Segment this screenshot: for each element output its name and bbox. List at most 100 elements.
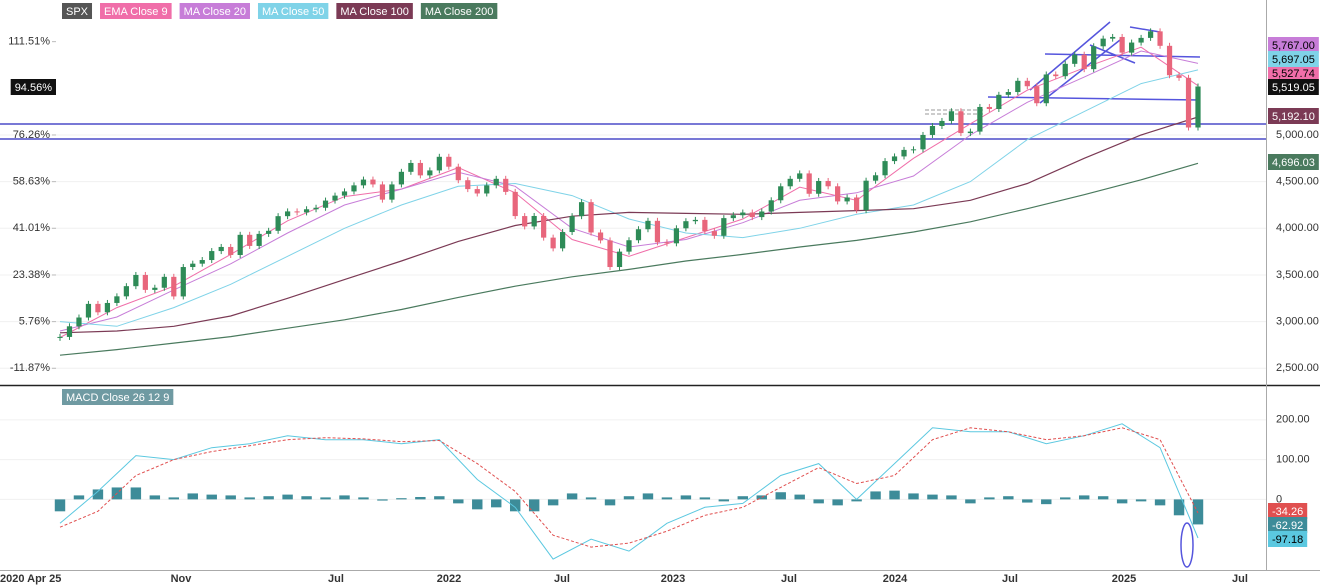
label-tag — [1268, 503, 1308, 519]
histogram-bar — [604, 499, 616, 506]
histogram-bar — [813, 499, 824, 504]
candle — [825, 180, 831, 187]
label-tag — [257, 3, 329, 19]
histogram-bar — [661, 497, 673, 500]
histogram-bar — [1135, 499, 1147, 502]
candle — [654, 220, 661, 243]
candle — [484, 185, 490, 194]
candle — [351, 185, 357, 192]
candle — [578, 202, 585, 217]
histogram-bar — [453, 499, 464, 504]
histogram-bar — [566, 493, 578, 500]
histogram-bar — [263, 496, 274, 500]
candle — [408, 162, 414, 172]
candle — [560, 232, 566, 249]
histogram-bar — [472, 499, 483, 510]
signal-line — [59, 427, 1199, 548]
candle — [493, 178, 499, 186]
candle — [569, 216, 575, 233]
histogram-bar — [1022, 499, 1033, 503]
label-tag — [100, 3, 172, 19]
candle — [645, 220, 651, 230]
candle — [673, 228, 680, 244]
x-tick-label: Jul — [554, 573, 570, 585]
candle — [152, 287, 158, 290]
candle — [597, 232, 604, 241]
candle — [313, 207, 319, 210]
candle — [967, 131, 974, 134]
y2-tick-label: 5.76% — [19, 316, 50, 328]
label-tag — [336, 3, 413, 19]
candle — [1024, 80, 1030, 87]
candle — [512, 191, 518, 217]
y2-tick-label: 41.01% — [13, 222, 51, 234]
candle — [247, 234, 253, 246]
plot — [54, 28, 1204, 560]
y2-tick-label: 23.38% — [13, 269, 51, 281]
label-text: 5,519.05 — [1272, 82, 1315, 94]
label-tag — [1268, 531, 1308, 547]
candle — [436, 156, 442, 171]
candle — [977, 106, 983, 132]
candle — [863, 180, 869, 211]
label-text: SPX — [66, 6, 89, 18]
histogram-bar — [320, 497, 331, 500]
histogram-bar — [870, 491, 881, 500]
candle — [1005, 92, 1011, 95]
candle — [256, 233, 262, 246]
label-tag — [1268, 37, 1319, 53]
candle — [218, 246, 224, 252]
y-tick-label: 4,500.00 — [1276, 176, 1319, 188]
histogram-bar — [699, 497, 711, 500]
x-tick-label: Nov — [171, 573, 193, 585]
label-tag — [1268, 108, 1319, 124]
candle — [1015, 80, 1021, 93]
candle — [835, 186, 841, 202]
trend-line — [1089, 44, 1136, 64]
candle — [190, 263, 196, 268]
x-tick-label: 2023 — [661, 573, 685, 585]
candle — [1166, 45, 1173, 76]
candle — [446, 156, 452, 167]
x-tick-label: Jul — [328, 573, 344, 585]
histogram-bar — [149, 495, 161, 500]
candle — [1110, 36, 1116, 39]
candle — [939, 120, 945, 126]
y-tick-label: 3,000.00 — [1276, 316, 1319, 328]
candle — [711, 231, 717, 236]
candle — [209, 251, 215, 261]
candle — [787, 178, 793, 187]
histogram-bar — [1041, 499, 1052, 505]
candle — [161, 276, 167, 288]
histogram-bar — [851, 499, 862, 502]
candle — [389, 184, 395, 200]
histogram-bar — [832, 499, 843, 506]
candle — [142, 274, 148, 290]
x-tick-label: 2025 — [1112, 573, 1136, 585]
histogram-bar — [1060, 497, 1071, 500]
candle — [474, 189, 480, 194]
histogram-bar — [1078, 495, 1090, 500]
candle — [427, 170, 433, 176]
histogram-bar — [206, 494, 217, 500]
histogram-bar — [225, 495, 236, 500]
histogram-bar — [54, 499, 66, 512]
label-tag — [1268, 517, 1308, 533]
macd-line — [59, 423, 1199, 560]
candle — [1129, 42, 1135, 53]
label-text: MA Close 200 — [425, 6, 493, 18]
histogram-bar — [396, 498, 407, 500]
candle — [721, 218, 727, 236]
candle — [76, 317, 82, 327]
x-tick-label: Jul — [1002, 573, 1018, 585]
candle — [57, 336, 63, 338]
candle — [199, 260, 205, 264]
labels: 5,000.00 4,500.00 4,000.00 3,500.00 3,000.00… — [0, 3, 1319, 585]
candle — [920, 134, 926, 150]
candle — [531, 215, 537, 227]
histogram-bar — [908, 493, 919, 500]
candle — [730, 215, 736, 219]
candle — [740, 212, 746, 216]
